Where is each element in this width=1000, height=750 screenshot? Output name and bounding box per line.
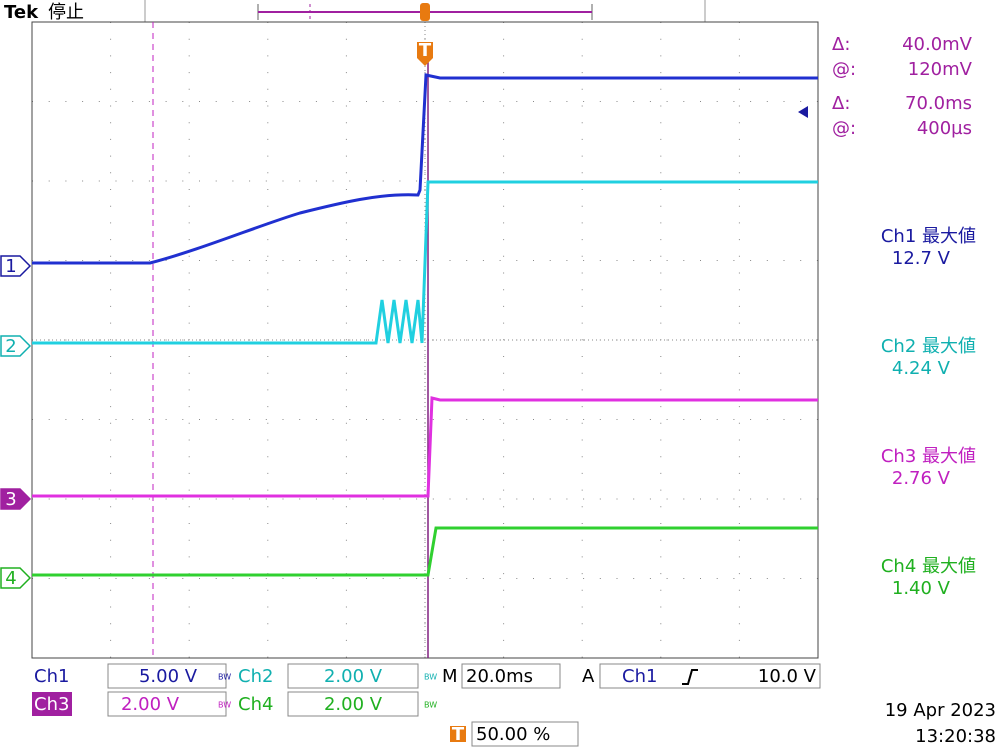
trigger-marker-shape: [417, 42, 433, 66]
ch2-bw: BW: [424, 673, 437, 682]
timebase-label: M: [442, 666, 458, 687]
record-trigger: [420, 3, 430, 21]
channel-marker: 2: [5, 336, 16, 357]
trigger-position: 50.00 %: [476, 724, 550, 745]
ch1-bw: BW: [218, 673, 231, 682]
channel-marker: 1: [5, 256, 16, 277]
cursor-value: 120mV: [908, 59, 973, 80]
measurement-value: 1.40 V: [892, 578, 951, 599]
channel-marker-shape: [0, 567, 32, 589]
ch1-name: Ch1: [34, 666, 69, 687]
ch3-bw: BW: [218, 701, 231, 710]
ch3-label-bg: [32, 692, 72, 716]
trigger-marker: T: [419, 40, 432, 61]
cursor-label: @:: [832, 59, 856, 80]
date: 19 Apr 2023: [885, 700, 996, 721]
timebase-value: 20.0ms: [466, 666, 533, 687]
ch3-trace: [32, 396, 818, 498]
brand: Tek: [4, 2, 39, 23]
channel-marker-shape: [0, 335, 32, 357]
position-box: [471, 721, 579, 747]
cursor-label: Δ:: [832, 34, 850, 55]
trigger-slope: [682, 669, 698, 685]
measurement-value: 2.76 V: [892, 468, 951, 489]
channel-marker-shape: [0, 488, 32, 510]
measurement-label: Ch3 最大値: [881, 446, 976, 467]
graticule: [32, 22, 818, 658]
trigger-mode: A: [582, 666, 595, 687]
level-arrow: [798, 106, 808, 118]
position-icon: [450, 726, 466, 742]
ch2-trace: [32, 180, 818, 345]
channel-marker: 4: [5, 568, 16, 589]
ch2-box: [287, 663, 419, 689]
ch3-box: [107, 691, 227, 717]
cursor-value: 40.0mV: [902, 34, 973, 55]
ch4-name: Ch4: [238, 694, 273, 715]
trigger-source: Ch1: [622, 666, 657, 687]
measurement-label: Ch1 最大値: [881, 226, 976, 247]
timebase-box: [461, 663, 561, 689]
status: 停止: [48, 2, 84, 23]
ch4-scale: 2.00 V: [324, 694, 383, 715]
cursor-label: @:: [832, 118, 856, 139]
ch2-name: Ch2: [238, 666, 273, 687]
channel-marker-shape: [0, 255, 32, 277]
ch1-scale: 5.00 V: [139, 666, 198, 687]
ch3-scale: 2.00 V: [121, 694, 180, 715]
channel-marker: 3: [5, 489, 16, 510]
ch4-trace: [32, 526, 818, 577]
ch4-box: [287, 691, 419, 717]
measurement-value: 12.7 V: [892, 248, 951, 269]
ch2-scale: 2.00 V: [324, 666, 383, 687]
screen-border: [31, 21, 819, 659]
ch1-box: [107, 663, 227, 689]
time: 13:20:38: [915, 726, 996, 747]
trigger-box: [599, 663, 821, 689]
ch4-bw: BW: [424, 701, 437, 710]
ch1-trace: [32, 73, 818, 265]
ch3-name: Ch3: [34, 694, 69, 715]
cursor-label: Δ:: [832, 93, 850, 114]
measurement-value: 4.24 V: [892, 358, 951, 379]
measurement-label: Ch4 最大値: [881, 556, 976, 577]
trigger-level: 10.0 V: [758, 666, 817, 687]
cursor-value: 70.0ms: [905, 93, 972, 114]
position-icon-text: T: [452, 724, 465, 745]
measurement-label: Ch2 最大値: [881, 336, 976, 357]
cursor-value: 400µs: [917, 118, 972, 139]
